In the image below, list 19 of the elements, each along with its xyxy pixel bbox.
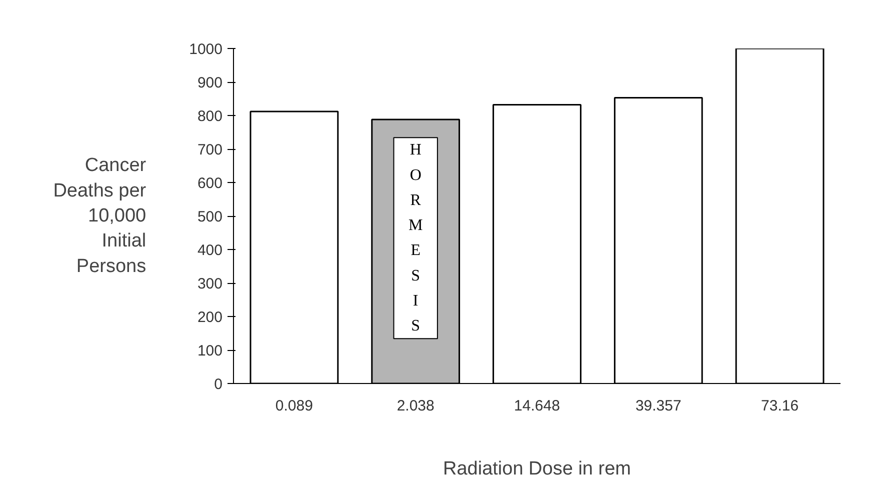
- y-tick-label: 100: [197, 342, 223, 360]
- y-axis-title: Cancer Deaths per 10,000 Initial Persons: [53, 155, 147, 277]
- x-tick-label: 39.357: [635, 398, 682, 414]
- x-tick-label: 14.648: [514, 398, 560, 414]
- x-tick-label: 2.038: [396, 398, 434, 414]
- y-tick-label: 800: [197, 108, 223, 125]
- x-axis-title: Radiation Dose in rem: [443, 458, 631, 480]
- y-tick-label: 700: [197, 142, 223, 158]
- y-tick-label: 500: [197, 208, 223, 226]
- x-tick-label: 73.16: [761, 398, 799, 414]
- y-tick-label: 0: [214, 376, 222, 393]
- y-tick-label: 1000: [189, 41, 223, 58]
- annotation: HORMESIS: [408, 142, 423, 335]
- y-tick-label: 600: [197, 175, 223, 192]
- y-tick-label: 400: [197, 242, 223, 259]
- y-tick-label: 300: [197, 276, 223, 292]
- x-tick-label: 0.089: [275, 398, 313, 414]
- y-tick-label: 900: [197, 74, 223, 92]
- y-tick-label: 200: [197, 309, 223, 326]
